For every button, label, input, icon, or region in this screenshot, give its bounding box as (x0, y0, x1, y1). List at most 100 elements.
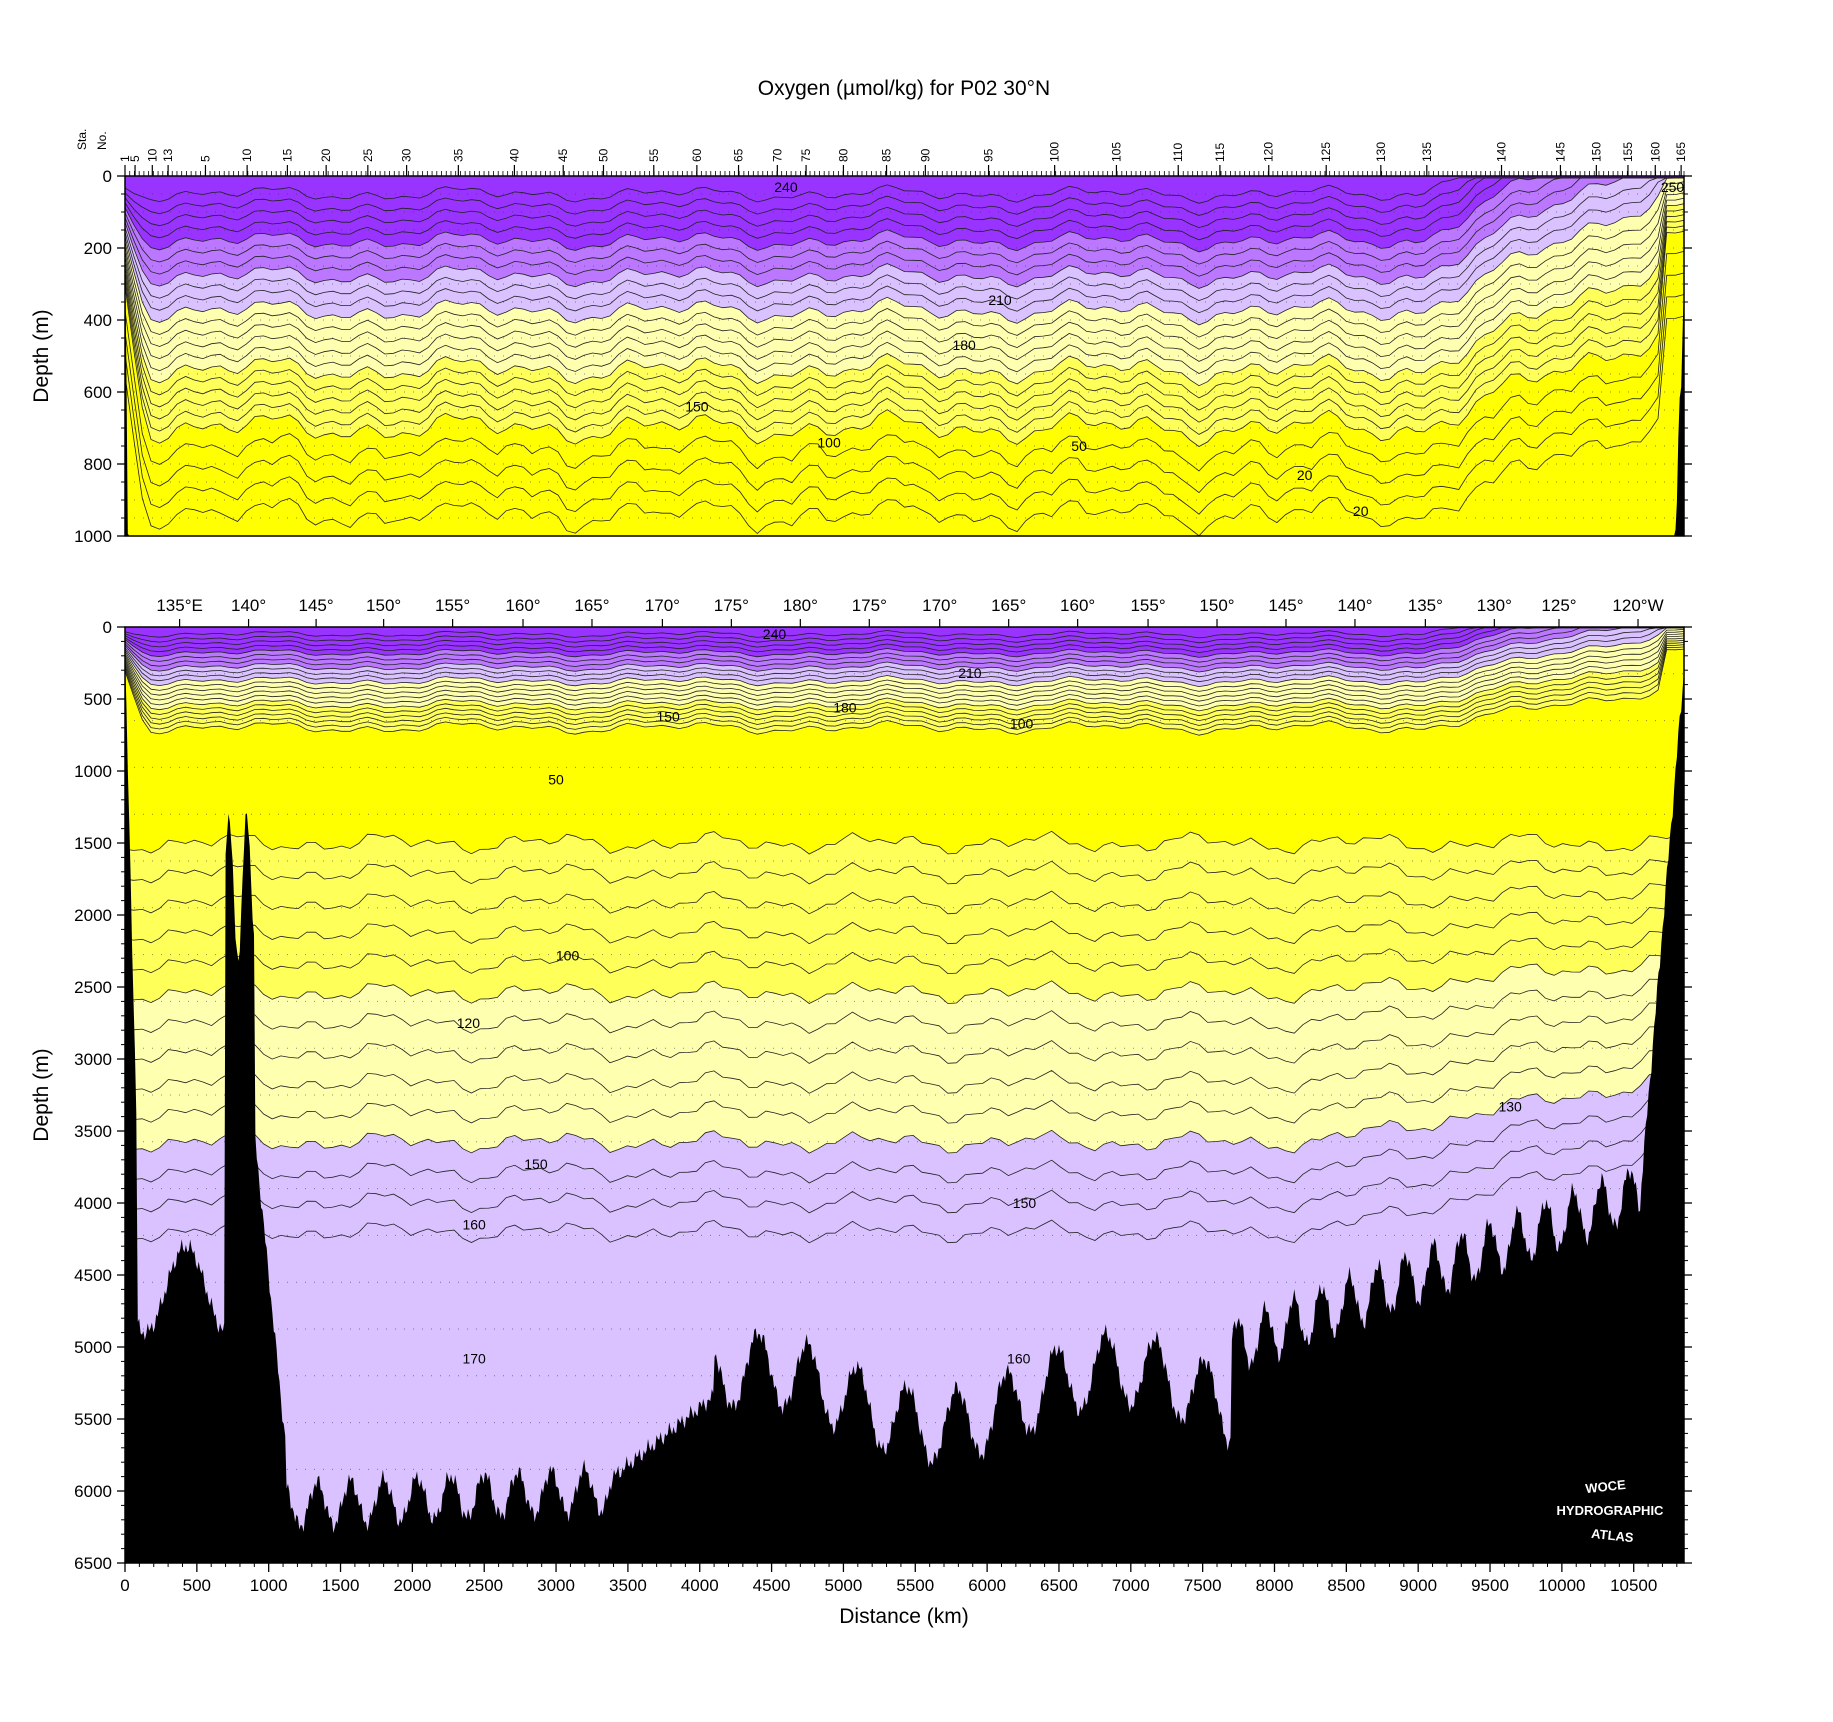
station-tick-label: 10 (240, 148, 254, 162)
contour-upper-120 (125, 633, 1684, 702)
station-tick-label: 120 (1262, 142, 1276, 162)
contour-label: 100 (556, 947, 580, 963)
x-tick-label: 3500 (609, 1576, 647, 1595)
station-tick-label: 90 (918, 148, 932, 162)
contour-label: 150 (685, 398, 709, 414)
band-50-100 (125, 203, 1684, 447)
station-tick-label: 40 (507, 148, 521, 162)
bottom-y-tick-label: 1500 (74, 834, 112, 853)
contour-upper-220 (125, 627, 1684, 653)
x-tick-label: 9500 (1471, 1576, 1509, 1595)
x-tick-label: 2500 (465, 1576, 503, 1595)
contour-upper-150 (125, 177, 1684, 326)
contour-label: 100 (1010, 715, 1034, 731)
station-tick-label: 135 (1420, 142, 1434, 162)
x-tick-label: 6000 (968, 1576, 1006, 1595)
bottom-y-tick-label: 5500 (74, 1410, 112, 1429)
station-tick-label: 65 (732, 148, 746, 162)
longitude-tick-label: 140° (231, 596, 266, 615)
x-tick-label: 4000 (681, 1576, 719, 1595)
contour-label: 50 (548, 772, 564, 788)
contour-deep-110 (125, 976, 1684, 1034)
contour-upper-130 (125, 631, 1684, 697)
contour-deep-180 (125, 1140, 1684, 1244)
contour-upper-90 (125, 639, 1684, 717)
station-tick-label: 15 (280, 148, 294, 162)
station-tick-label: 25 (361, 148, 375, 162)
contour-deep-50 (125, 830, 1684, 855)
contour-upper-200 (125, 177, 1684, 265)
longitude-tick-label: 140° (1337, 596, 1372, 615)
contour-deep-90 (125, 929, 1684, 975)
station-tick-label: 165 (1674, 142, 1688, 162)
contour-upper-190 (125, 627, 1684, 668)
station-tick-label: 60 (690, 148, 704, 162)
band-100-150 (125, 627, 1684, 711)
contour-upper-160 (125, 627, 1684, 683)
contour-upper-60 (125, 225, 1684, 435)
contour-upper-140 (125, 628, 1684, 692)
contour-upper-130 (125, 186, 1684, 350)
longitude-tick-label: 165° (991, 596, 1026, 615)
contour-label: 180 (952, 337, 976, 353)
station-number-axis: 15 10 13 5 10 15 20 25 30 35 40 45 50 55 60 65 70 75 80 85 9… (118, 142, 1688, 176)
top-color-bands (125, 176, 1684, 536)
station-tick-label: 80 (836, 148, 850, 162)
top-y-tick-label: 600 (84, 383, 112, 402)
band-deep-100-150 (125, 953, 1684, 1154)
top-y-tick-label: 400 (84, 311, 112, 330)
x-tick-label: 5500 (896, 1576, 934, 1595)
station-tick-label: 55 (647, 148, 661, 162)
station-tick-label: 75 (799, 148, 813, 162)
longitude-tick-label: 120°W (1612, 596, 1663, 615)
station-tick-label: 5 (128, 155, 142, 162)
contour-upper-210 (125, 177, 1684, 253)
longitude-tick-label: 170° (922, 596, 957, 615)
longitude-tick-label: 155° (435, 596, 470, 615)
contour-deep-80 (125, 905, 1684, 945)
station-tick-label: 160 (1648, 142, 1662, 162)
longitude-tick-label: 170° (645, 596, 680, 615)
station-tick-label: 105 (1109, 142, 1123, 162)
bottom-y-tick-label: 4500 (74, 1266, 112, 1285)
contour-label: 130 (1498, 1099, 1522, 1115)
station-tick-label: 85 (880, 148, 894, 162)
contour-upper-50 (125, 648, 1684, 736)
longitude-tick-label: 135°E (156, 596, 203, 615)
bottom-y-tick-label: 3000 (74, 1050, 112, 1069)
x-tick-label: 8000 (1256, 1576, 1294, 1595)
bottom-y-tick-label: 6500 (74, 1554, 112, 1573)
contour-upper-170 (125, 627, 1684, 678)
contour-label: 180 (833, 700, 857, 716)
top-contour-lines (125, 177, 1684, 536)
longitude-tick-label: 135° (1408, 596, 1443, 615)
contour-label: 240 (763, 626, 787, 642)
contour-upper-240 (125, 177, 1684, 216)
station-tick-label: 95 (982, 148, 996, 162)
contour-upper-100 (125, 637, 1684, 712)
watermark-line-2: HYDROGRAPHIC (1557, 1503, 1665, 1518)
contour-deep-160 (125, 1093, 1684, 1184)
bottom-y-tick-label: 1000 (74, 762, 112, 781)
contour-label: 120 (457, 1015, 481, 1031)
x-tick-label: 8500 (1327, 1576, 1365, 1595)
band-180-210 (125, 177, 1684, 289)
longitude-tick-label: 175° (714, 596, 749, 615)
station-tick-label: 10 (145, 148, 159, 162)
chart-title: Oxygen (µmol/kg) for P02 30°N (758, 77, 1050, 100)
contour-upper-140 (125, 181, 1684, 338)
watermark-line-1: WOCE (1585, 1477, 1627, 1496)
contour-upper-180 (125, 177, 1684, 289)
contour-label: 150 (1013, 1195, 1037, 1211)
bottom-contour-labels: 240 210 180 150 100 50 100 120 130 150 150 160 160 17… (457, 626, 1522, 1482)
top-contour-labels: 240 250 210 180 150 100 50 20 20 (685, 179, 1684, 519)
contour-upper-70 (125, 644, 1684, 726)
bottom-y-tick-label: 3500 (74, 1122, 112, 1141)
station-tick-label: 13 (161, 148, 175, 162)
contour-upper-70 (125, 219, 1684, 423)
longitude-axis: 135°E 140° 145° 150° 155° 160° 165° 170° 175° 180… (156, 596, 1664, 627)
station-tick-label: 115 (1213, 143, 1227, 162)
station-tick-label: 125 (1319, 142, 1333, 162)
contour-min-20 (125, 294, 1684, 515)
longitude-tick-label: 150° (1199, 596, 1234, 615)
